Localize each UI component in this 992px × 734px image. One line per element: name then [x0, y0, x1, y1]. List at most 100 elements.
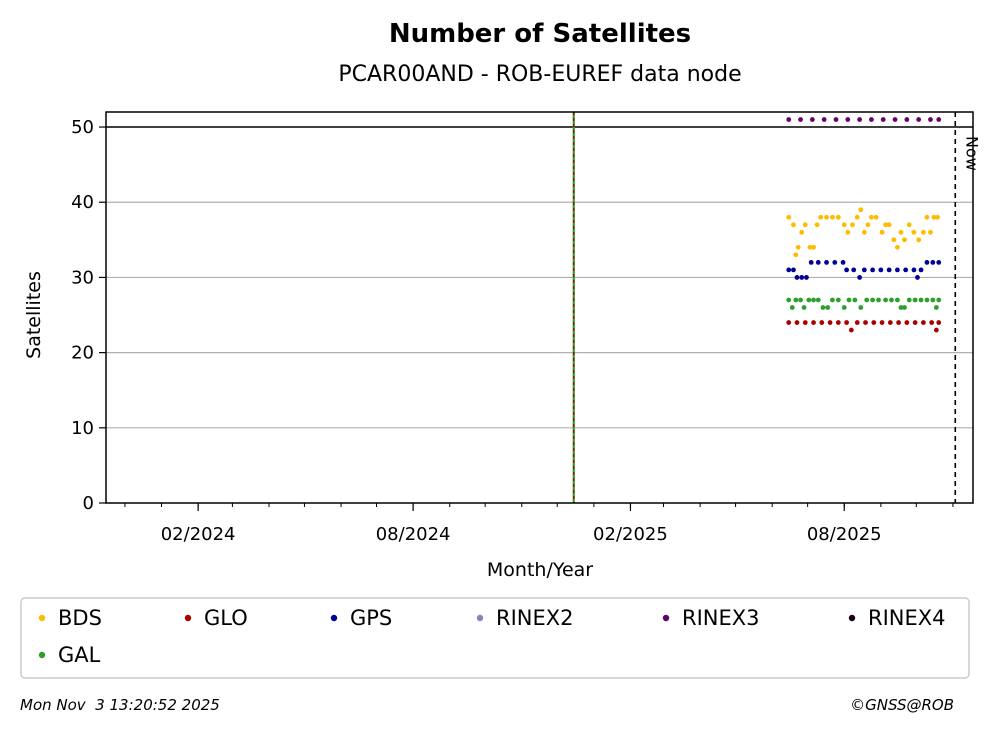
- y-tick-label: 10: [71, 418, 94, 439]
- legend-marker: [662, 614, 670, 622]
- series-bds: [786, 207, 940, 258]
- data-point: [820, 305, 826, 310]
- data-point: [887, 320, 893, 325]
- data-point: [841, 305, 847, 310]
- data-point: [786, 117, 792, 122]
- data-point: [869, 117, 874, 122]
- data-point: [904, 117, 910, 122]
- data-point: [824, 214, 829, 220]
- data-point: [786, 267, 792, 273]
- y-tick-label: 0: [83, 493, 94, 514]
- data-point: [794, 275, 800, 280]
- data-point: [928, 117, 933, 122]
- data-point: [811, 244, 816, 250]
- data-point: [840, 259, 846, 265]
- data-point: [924, 214, 930, 220]
- data-point: [918, 297, 924, 303]
- data-point: [833, 117, 839, 122]
- x-axis-label: Month/Year: [487, 559, 593, 581]
- legend-label: RINEX3: [682, 606, 760, 630]
- data-point: [786, 214, 792, 220]
- plot-area: [105, 111, 974, 504]
- data-point: [895, 244, 900, 250]
- data-point: [798, 297, 803, 303]
- series-gps: [786, 259, 942, 280]
- data-point: [854, 320, 860, 325]
- data-point: [815, 259, 821, 265]
- data-point: [896, 320, 901, 325]
- data-point: [857, 117, 863, 122]
- data-point: [865, 222, 871, 228]
- data-point: [825, 305, 831, 310]
- data-point: [808, 259, 814, 265]
- data-point: [858, 207, 864, 213]
- data-point: [794, 320, 800, 325]
- data-point: [902, 305, 907, 310]
- data-point: [861, 267, 867, 273]
- legend-label: RINEX2: [496, 606, 574, 630]
- footer-timestamp: Mon Nov 3 13:20:52 2025: [20, 696, 220, 714]
- data-point: [870, 267, 875, 273]
- data-point: [786, 297, 792, 303]
- chart-title: Number of Satellites: [389, 19, 691, 49]
- series-gal: [786, 297, 942, 310]
- legend-marker: [38, 651, 46, 659]
- data-point: [824, 259, 829, 265]
- data-point: [876, 297, 881, 303]
- data-point: [912, 320, 918, 325]
- chart-subtitle: PCAR00AND - ROB-EUREF data node: [338, 62, 741, 87]
- data-point: [889, 297, 894, 303]
- data-point: [898, 229, 904, 235]
- data-point: [924, 259, 930, 265]
- data-point: [916, 237, 922, 243]
- series-glo: [786, 320, 942, 333]
- data-point: [789, 305, 795, 310]
- data-point: [791, 222, 796, 228]
- legend-label: GAL: [58, 643, 101, 667]
- data-point: [883, 222, 888, 228]
- data-point: [930, 297, 936, 303]
- data-point: [802, 320, 808, 325]
- legend: BDS GLO GPS RINEX2 RINEX3 RINEX4 GAL: [38, 606, 946, 667]
- data-point: [912, 297, 918, 303]
- data-point: [895, 267, 900, 273]
- legend-marker: [476, 614, 484, 622]
- data-point: [936, 297, 942, 303]
- data-point: [845, 117, 851, 122]
- x-tick-label: 02/2024: [161, 524, 236, 545]
- y-axis-label: Satellites: [23, 271, 45, 359]
- data-point: [835, 214, 841, 220]
- data-point: [815, 297, 821, 303]
- legend-label: BDS: [58, 606, 102, 630]
- data-point: [920, 229, 926, 235]
- y-tick-label: 50: [71, 117, 94, 138]
- data-point: [852, 297, 858, 303]
- legend-label: GLO: [204, 606, 248, 630]
- data-point: [835, 297, 841, 303]
- data-point: [880, 117, 886, 122]
- data-point: [786, 320, 792, 325]
- y-tick-label: 20: [71, 343, 94, 364]
- data-point: [858, 305, 864, 310]
- data-point: [807, 244, 813, 250]
- data-point: [844, 320, 850, 325]
- legend-box: [20, 597, 970, 679]
- data-point: [850, 222, 855, 228]
- data-point: [879, 229, 885, 235]
- data-point: [918, 267, 924, 273]
- data-point: [799, 275, 805, 280]
- data-point: [806, 297, 812, 303]
- data-point: [793, 252, 799, 258]
- data-point: [936, 117, 942, 122]
- data-point: [931, 214, 937, 220]
- reference-lines: Now: [106, 112, 981, 503]
- data-point: [845, 229, 851, 235]
- data-point: [930, 259, 936, 265]
- data-point: [827, 320, 833, 325]
- data-point: [854, 214, 860, 220]
- data-point: [848, 327, 854, 333]
- data-point: [863, 320, 868, 325]
- x-tick-label: 08/2024: [376, 524, 451, 545]
- x-axis: 02/2024 08/2024 02/2025 08/2025: [124, 503, 954, 545]
- data-point: [886, 267, 892, 273]
